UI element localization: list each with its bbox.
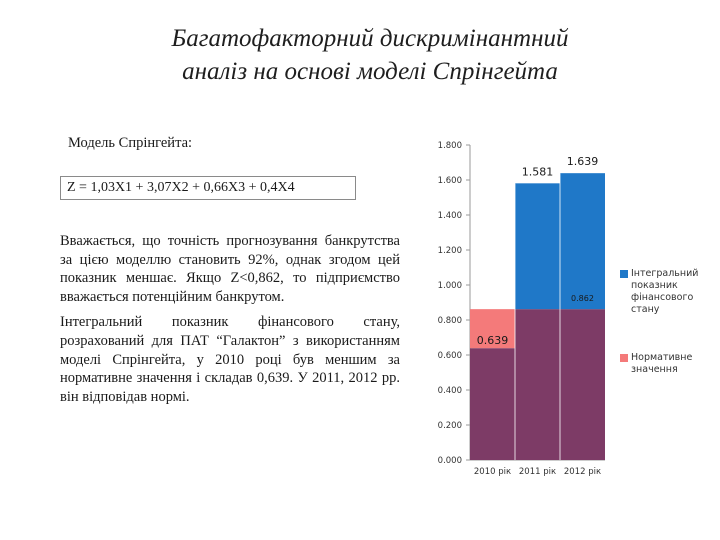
slide-title: Багатофакторний дискримінантний аналіз н…	[60, 22, 680, 88]
bar-overlap	[560, 309, 605, 460]
model-label: Модель Спрінгейта:	[68, 135, 193, 151]
data-label-integral: 1.581	[522, 165, 554, 178]
data-label-integral: 1.639	[567, 155, 599, 168]
y-tick-label: 0.600	[438, 351, 462, 361]
data-label-normative: 0.862	[571, 294, 594, 303]
title-line-2: аналіз на основі моделі Спрінгейта	[182, 58, 558, 85]
y-tick-label: 0.800	[438, 316, 462, 326]
formula-box: Z = 1,03X1 + 3,07X2 + 0,66X3 + 0,4X4	[60, 176, 356, 200]
body-text: Вважається, що точність прогнозування ба…	[60, 232, 400, 413]
bar-integral	[560, 173, 605, 310]
y-tick-label: 1.600	[438, 176, 462, 186]
paragraph-accuracy: Вважається, що точність прогнозування ба…	[60, 233, 400, 305]
legend-swatch-normative	[620, 354, 628, 362]
y-tick-label: 1.200	[438, 246, 462, 256]
y-tick-label: 1.000	[438, 281, 462, 291]
bar-normative	[470, 309, 515, 349]
title-line-1: Багатофакторний дискримінантний	[171, 25, 569, 52]
y-tick-label: 0.200	[438, 421, 462, 431]
y-tick-label: 1.400	[438, 211, 462, 221]
x-tick-label: 2011 рік	[519, 467, 556, 477]
legend-label-normative: Нормативне значення	[631, 352, 693, 375]
x-tick-label: 2012 рік	[564, 467, 601, 477]
x-tick-label: 2010 рік	[474, 467, 511, 477]
formula-text: Z = 1,03X1 + 3,07X2 + 0,66X3 + 0,4X4	[67, 180, 295, 195]
legend-swatch-integral	[620, 270, 628, 278]
bar-overlap	[470, 348, 515, 460]
legend-label-integral: Інтегральний показник фінансового стану	[631, 268, 699, 315]
bar-integral	[515, 183, 560, 310]
bar-chart: 0.000 0.200 0.400 0.600 0.800 1.000 1.200 1.400…	[438, 141, 605, 477]
paragraph-conclusion: Інтегральний показник фінансового стану,…	[60, 314, 400, 405]
bar-overlap	[515, 309, 560, 460]
y-tick-label: 0.000	[438, 456, 462, 466]
data-label-integral: 0.639	[477, 334, 509, 347]
y-tick-label: 1.800	[438, 141, 462, 151]
y-tick-label: 0.400	[438, 386, 462, 396]
